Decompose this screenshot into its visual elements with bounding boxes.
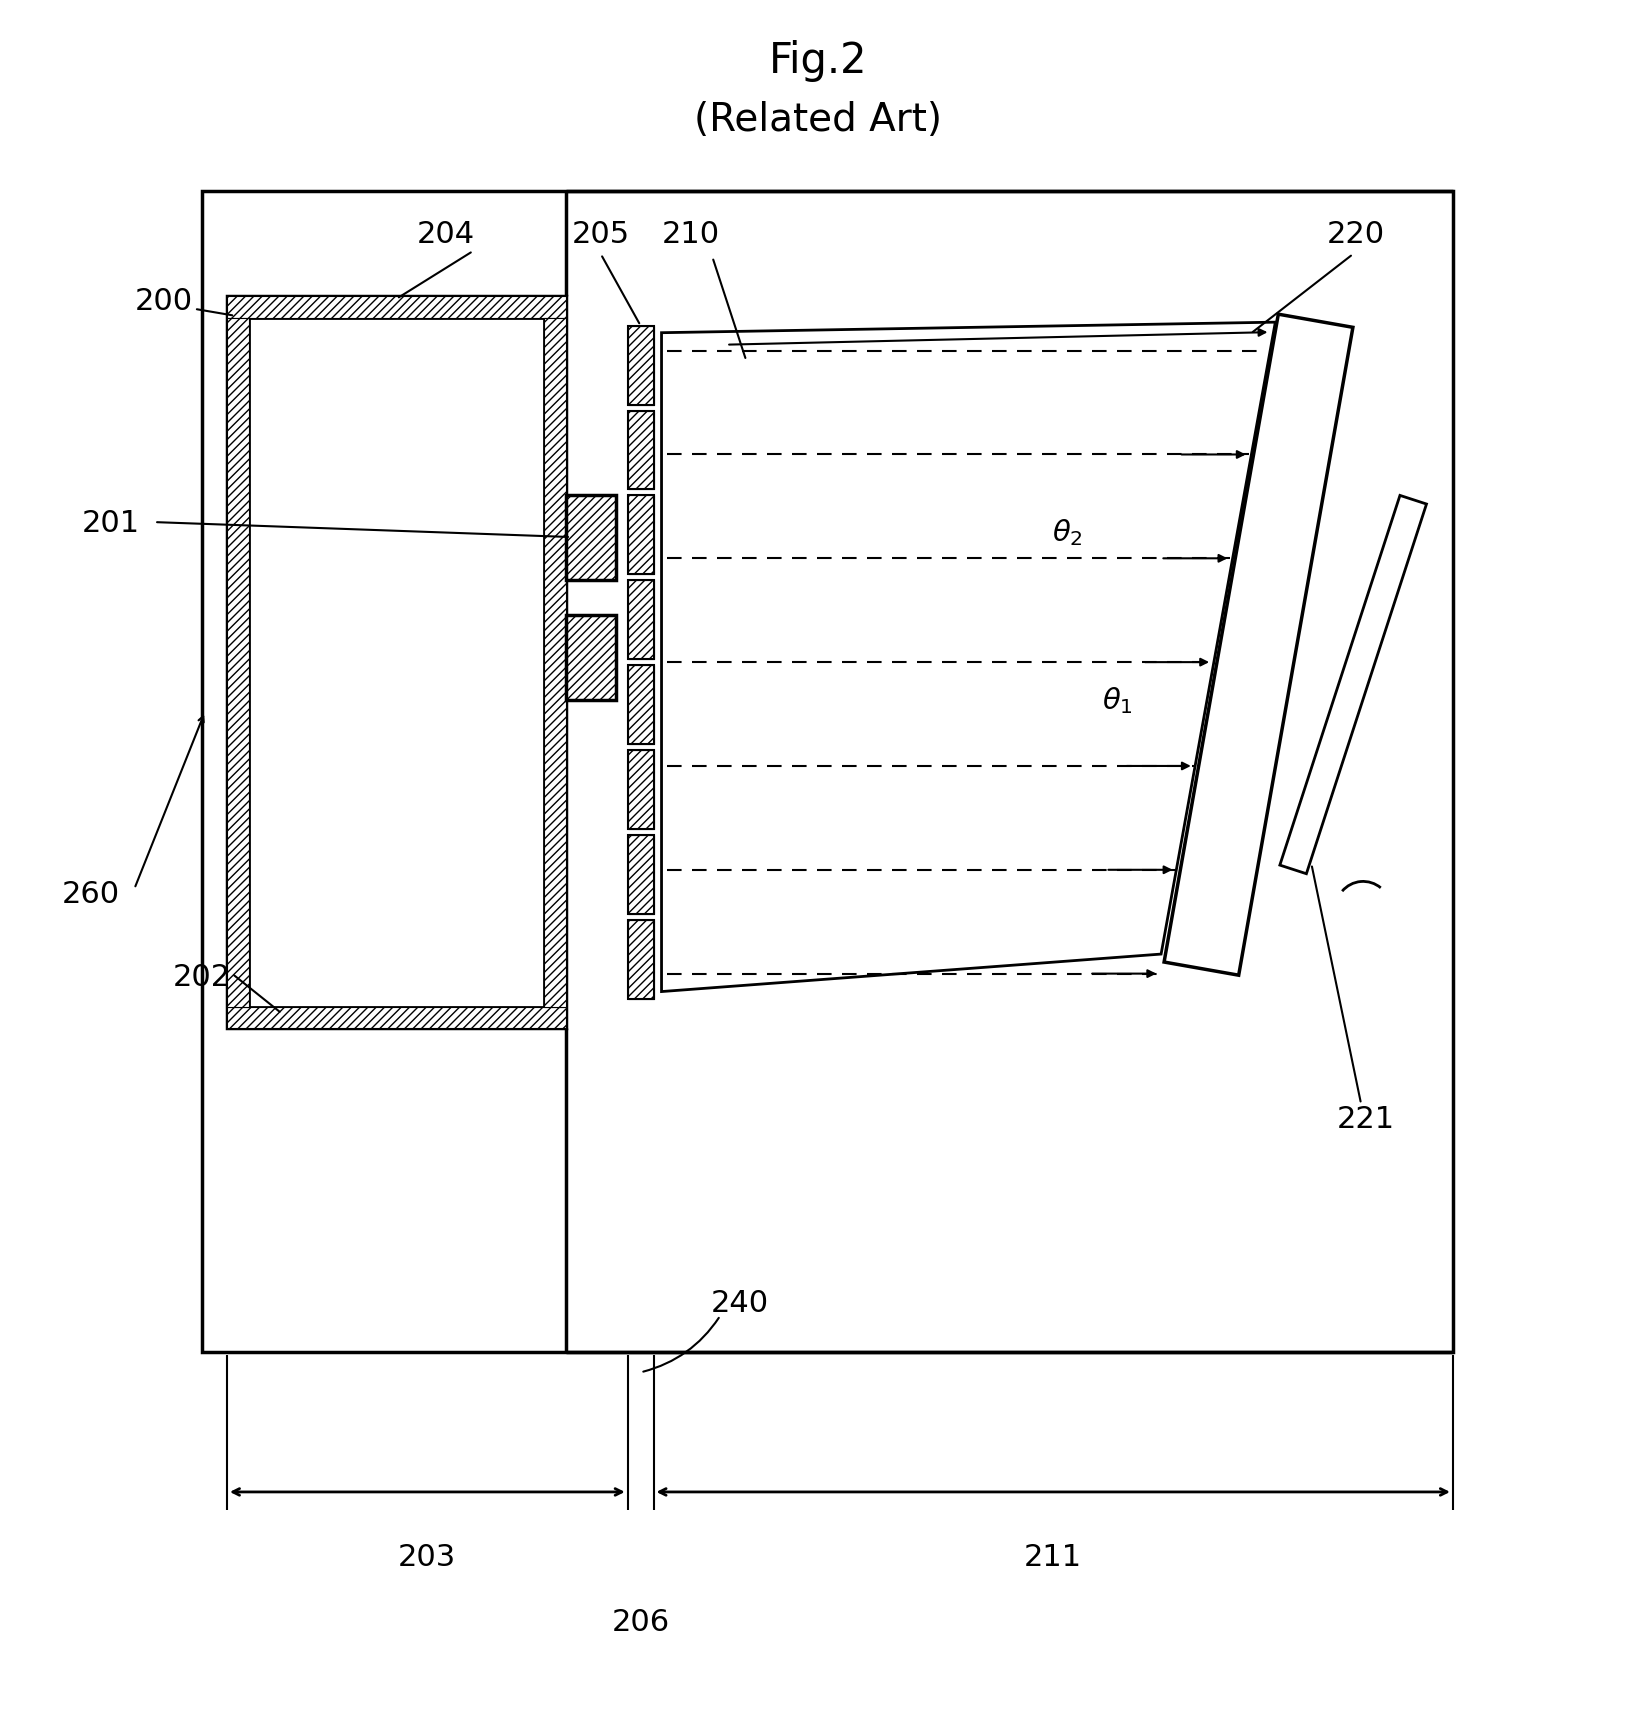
Text: 260: 260 — [62, 879, 119, 908]
Bar — [566, 615, 615, 699]
Bar — [628, 920, 653, 999]
Bar — [227, 297, 566, 1028]
Text: $\theta_2$: $\theta_2$ — [1052, 518, 1083, 548]
Text: 205: 205 — [571, 219, 630, 249]
Text: 202: 202 — [173, 963, 231, 991]
Polygon shape — [1279, 495, 1427, 874]
Bar — [628, 751, 653, 830]
Bar — [543, 319, 566, 1006]
Bar — [628, 581, 653, 660]
Bar — [628, 665, 653, 744]
Text: 221: 221 — [1337, 1104, 1396, 1133]
Text: 206: 206 — [612, 1606, 669, 1635]
Text: 201: 201 — [82, 509, 139, 536]
Text: 210: 210 — [661, 219, 720, 249]
Bar — [628, 327, 653, 405]
Text: 220: 220 — [1327, 219, 1386, 249]
Bar — [628, 835, 653, 914]
Text: (Related Art): (Related Art) — [694, 101, 942, 139]
Bar — [628, 751, 653, 830]
Text: 240: 240 — [712, 1289, 769, 1318]
Bar — [628, 495, 653, 574]
Bar — [628, 411, 653, 490]
Bar — [628, 835, 653, 914]
Bar — [227, 1006, 566, 1028]
Text: 204: 204 — [417, 219, 476, 249]
Bar — [628, 665, 653, 744]
Bar — [628, 495, 653, 574]
Bar — [628, 920, 653, 999]
Bar — [203, 192, 1453, 1352]
Bar — [628, 581, 653, 660]
Bar — [227, 319, 249, 1006]
Bar — [227, 297, 566, 319]
Bar — [249, 319, 543, 1006]
Text: 211: 211 — [1024, 1543, 1083, 1570]
Text: 203: 203 — [398, 1543, 456, 1570]
Bar — [628, 411, 653, 490]
Bar — [566, 615, 615, 699]
Text: 200: 200 — [136, 288, 193, 315]
Bar — [566, 495, 615, 581]
Bar — [628, 327, 653, 405]
Text: Fig.2: Fig.2 — [769, 39, 867, 82]
Text: $\theta_1$: $\theta_1$ — [1101, 684, 1132, 715]
Bar — [566, 495, 615, 581]
Polygon shape — [1165, 315, 1353, 975]
